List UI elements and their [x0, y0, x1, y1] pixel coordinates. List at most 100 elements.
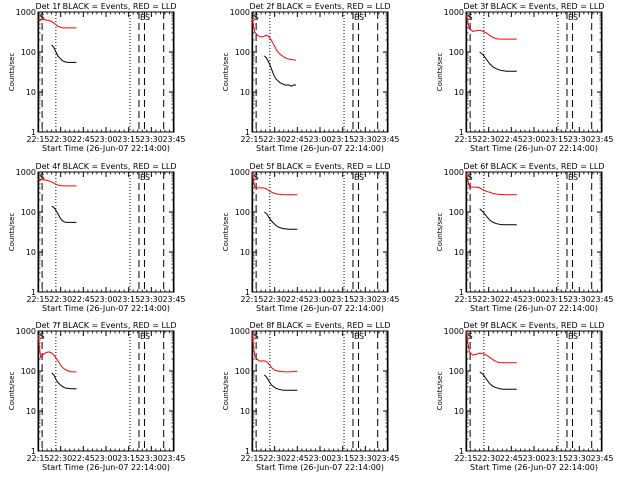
y-tick-label: 1000 — [230, 8, 250, 17]
y-tick-label: 1000 — [16, 8, 36, 17]
y-axis-label: Counts/sec — [8, 213, 16, 252]
y-tick-label: 10 — [26, 248, 36, 257]
y-tick-label: 1 — [31, 128, 36, 137]
det-8f-panel: Det 8f BLACK = Events, RED = LLD 1 10 100 10… — [222, 321, 400, 472]
y-tick-label: 100 — [449, 48, 464, 57]
x-tick-label: 22:45 — [72, 454, 95, 463]
y-axis-label: Counts/sec — [436, 372, 444, 411]
x-tick-label: 23:00 — [94, 295, 117, 304]
x-tick-label: 22:15 — [454, 454, 477, 463]
x-tick-label: 22:15 — [26, 454, 49, 463]
panel-title: Det 6f BLACK = Events, RED = LLD — [463, 162, 604, 171]
lld-series-line — [37, 18, 77, 29]
lld-series-line — [251, 18, 297, 61]
det-4f-panel: Det 4f BLACK = Events, RED = LLD 1 10 100 10… — [8, 162, 186, 313]
x-tick-label: 23:45 — [162, 454, 185, 463]
y-tick-label: 1 — [31, 288, 36, 297]
marker-label: ES — [354, 13, 364, 22]
x-tick-label: 23:45 — [162, 295, 185, 304]
y-tick-label: 1 — [31, 447, 36, 456]
y-tick-label: 1000 — [444, 168, 464, 177]
x-tick-label: 23:15 — [331, 295, 354, 304]
y-tick-label: 1 — [245, 447, 250, 456]
x-tick-label: 22:45 — [500, 135, 523, 144]
lld-series-line — [37, 334, 77, 373]
y-tick-label: 100 — [449, 208, 464, 217]
y-tick-label: 1 — [459, 128, 464, 137]
y-tick-label: 10 — [26, 88, 36, 97]
x-tick-label: 22:30 — [49, 135, 72, 144]
events-series-line — [51, 44, 77, 63]
y-tick-label: 1 — [459, 447, 464, 456]
x-tick-label: 23:00 — [308, 295, 331, 304]
marker-label: ES — [140, 13, 150, 22]
lld-series-line — [465, 330, 517, 364]
plot-frame — [251, 330, 389, 452]
lld-series-line — [38, 179, 77, 187]
x-tick-label: 23:30 — [568, 295, 591, 304]
marker-label: S — [468, 173, 473, 182]
x-tick-label: 22:45 — [500, 295, 523, 304]
marker-label: ES — [568, 13, 578, 22]
y-tick-label: 100 — [449, 367, 464, 376]
marker-label: S — [40, 13, 45, 22]
plot-frame — [37, 330, 175, 452]
x-tick-label: 22:45 — [286, 295, 309, 304]
x-tick-label: 22:45 — [72, 135, 95, 144]
y-tick-label: 1000 — [444, 8, 464, 17]
marker-label: S — [40, 332, 45, 341]
x-tick-label: 23:15 — [331, 454, 354, 463]
x-tick-label: 23:30 — [140, 454, 163, 463]
lld-series-line — [465, 172, 517, 196]
y-tick-label: 10 — [454, 407, 464, 416]
y-tick-label: 1000 — [444, 327, 464, 336]
y-tick-label: 1000 — [16, 168, 36, 177]
marker-label: S — [254, 13, 259, 22]
x-tick-label: 22:45 — [72, 295, 95, 304]
x-tick-label: 22:30 — [477, 295, 500, 304]
det-6f-panel: Det 6f BLACK = Events, RED = LLD 1 10 100 10… — [436, 162, 614, 313]
x-tick-label: 23:30 — [354, 135, 377, 144]
lld-series-line — [251, 332, 298, 373]
x-tick-label: 22:15 — [240, 295, 263, 304]
y-tick-label: 1000 — [16, 327, 36, 336]
x-axis-label: Start Time (26-Jun-07 22:14:00) — [256, 304, 384, 313]
x-tick-label: 23:45 — [376, 295, 399, 304]
panel-title: Det 8f BLACK = Events, RED = LLD — [249, 321, 390, 330]
marker-label: S — [254, 173, 259, 182]
det-2f-panel: Det 2f BLACK = Events, RED = LLD 1 10 100 10… — [222, 2, 400, 153]
y-tick-label: 10 — [454, 88, 464, 97]
det-3f-panel: Det 3f BLACK = Events, RED = LLD 1 10 100 10… — [436, 2, 614, 153]
marker-label: ES — [568, 332, 578, 341]
x-tick-label: 23:30 — [354, 454, 377, 463]
y-tick-label: 10 — [240, 407, 250, 416]
marker-label: ES — [354, 332, 364, 341]
y-tick-label: 1000 — [230, 168, 250, 177]
marker-label: S — [468, 332, 473, 341]
x-axis-label: Start Time (26-Jun-07 22:14:00) — [470, 144, 598, 153]
x-tick-label: 23:15 — [117, 454, 140, 463]
y-tick-label: 100 — [235, 48, 250, 57]
y-tick-label: 100 — [21, 48, 36, 57]
events-series-line — [264, 374, 298, 391]
y-axis-label: Counts/sec — [8, 53, 16, 92]
lld-series-line — [251, 171, 298, 196]
events-series-line — [479, 51, 517, 72]
marker-label: ES — [140, 332, 150, 341]
y-tick-label: 1 — [459, 288, 464, 297]
x-tick-label: 23:00 — [522, 454, 545, 463]
y-tick-label: 100 — [21, 367, 36, 376]
x-tick-label: 23:15 — [545, 454, 568, 463]
x-tick-label: 23:45 — [376, 135, 399, 144]
marker-label: ES — [568, 173, 578, 182]
events-series-line — [479, 371, 517, 390]
x-axis-label: Start Time (26-Jun-07 22:14:00) — [256, 463, 384, 472]
x-tick-label: 22:30 — [477, 135, 500, 144]
y-tick-label: 100 — [235, 208, 250, 217]
marker-label: ES — [354, 173, 364, 182]
x-tick-label: 22:45 — [286, 135, 309, 144]
x-tick-label: 23:45 — [590, 135, 613, 144]
events-series-line — [51, 205, 77, 223]
marker-label: ES — [140, 173, 150, 182]
